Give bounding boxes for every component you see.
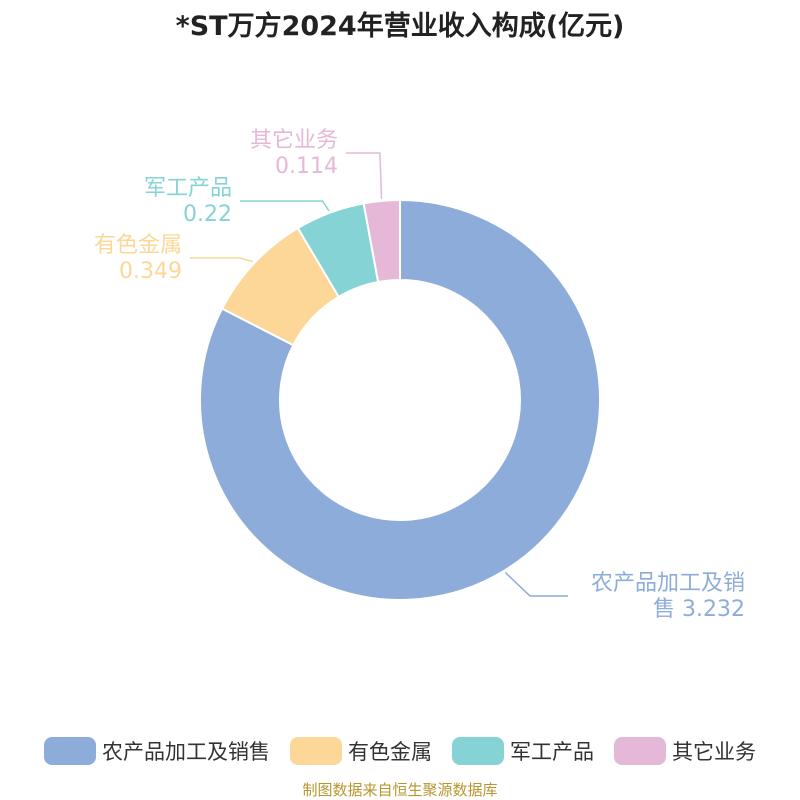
- legend-swatch: [290, 737, 342, 765]
- leader-line: [190, 257, 254, 263]
- slice-label: 有色金属 0.349: [94, 233, 182, 284]
- legend-label: 军工产品: [510, 740, 594, 764]
- legend-swatch: [44, 737, 96, 765]
- chart-title: *ST万方2024年营业收入构成(亿元): [175, 11, 625, 42]
- legend-label: 农产品加工及销售: [102, 740, 270, 764]
- leader-line: [504, 571, 568, 597]
- legend-item: 农产品加工及销售: [44, 736, 270, 766]
- legend: 农产品加工及销售 有色金属 军工产品 其它业务: [0, 736, 800, 766]
- legend-item: 有色金属: [290, 736, 432, 766]
- donut-slice: [362, 198, 401, 284]
- legend-label: 有色金属: [348, 740, 432, 764]
- donut-slice: [199, 198, 601, 601]
- slice-label: 军工产品 0.22: [144, 176, 232, 227]
- legend-swatch: [614, 737, 666, 765]
- legend-label: 其它业务: [672, 740, 756, 764]
- source-note: 制图数据来自恒生聚源数据库: [302, 781, 498, 799]
- legend-swatch: [452, 737, 504, 765]
- leader-line: [346, 152, 383, 199]
- legend-item: 其它业务: [614, 736, 756, 766]
- slice-label: 其它业务 0.114: [250, 128, 338, 179]
- leader-line: [240, 200, 330, 212]
- slice-label: 农产品加工及销售 3.232: [591, 571, 745, 622]
- legend-item: 军工产品: [452, 736, 594, 766]
